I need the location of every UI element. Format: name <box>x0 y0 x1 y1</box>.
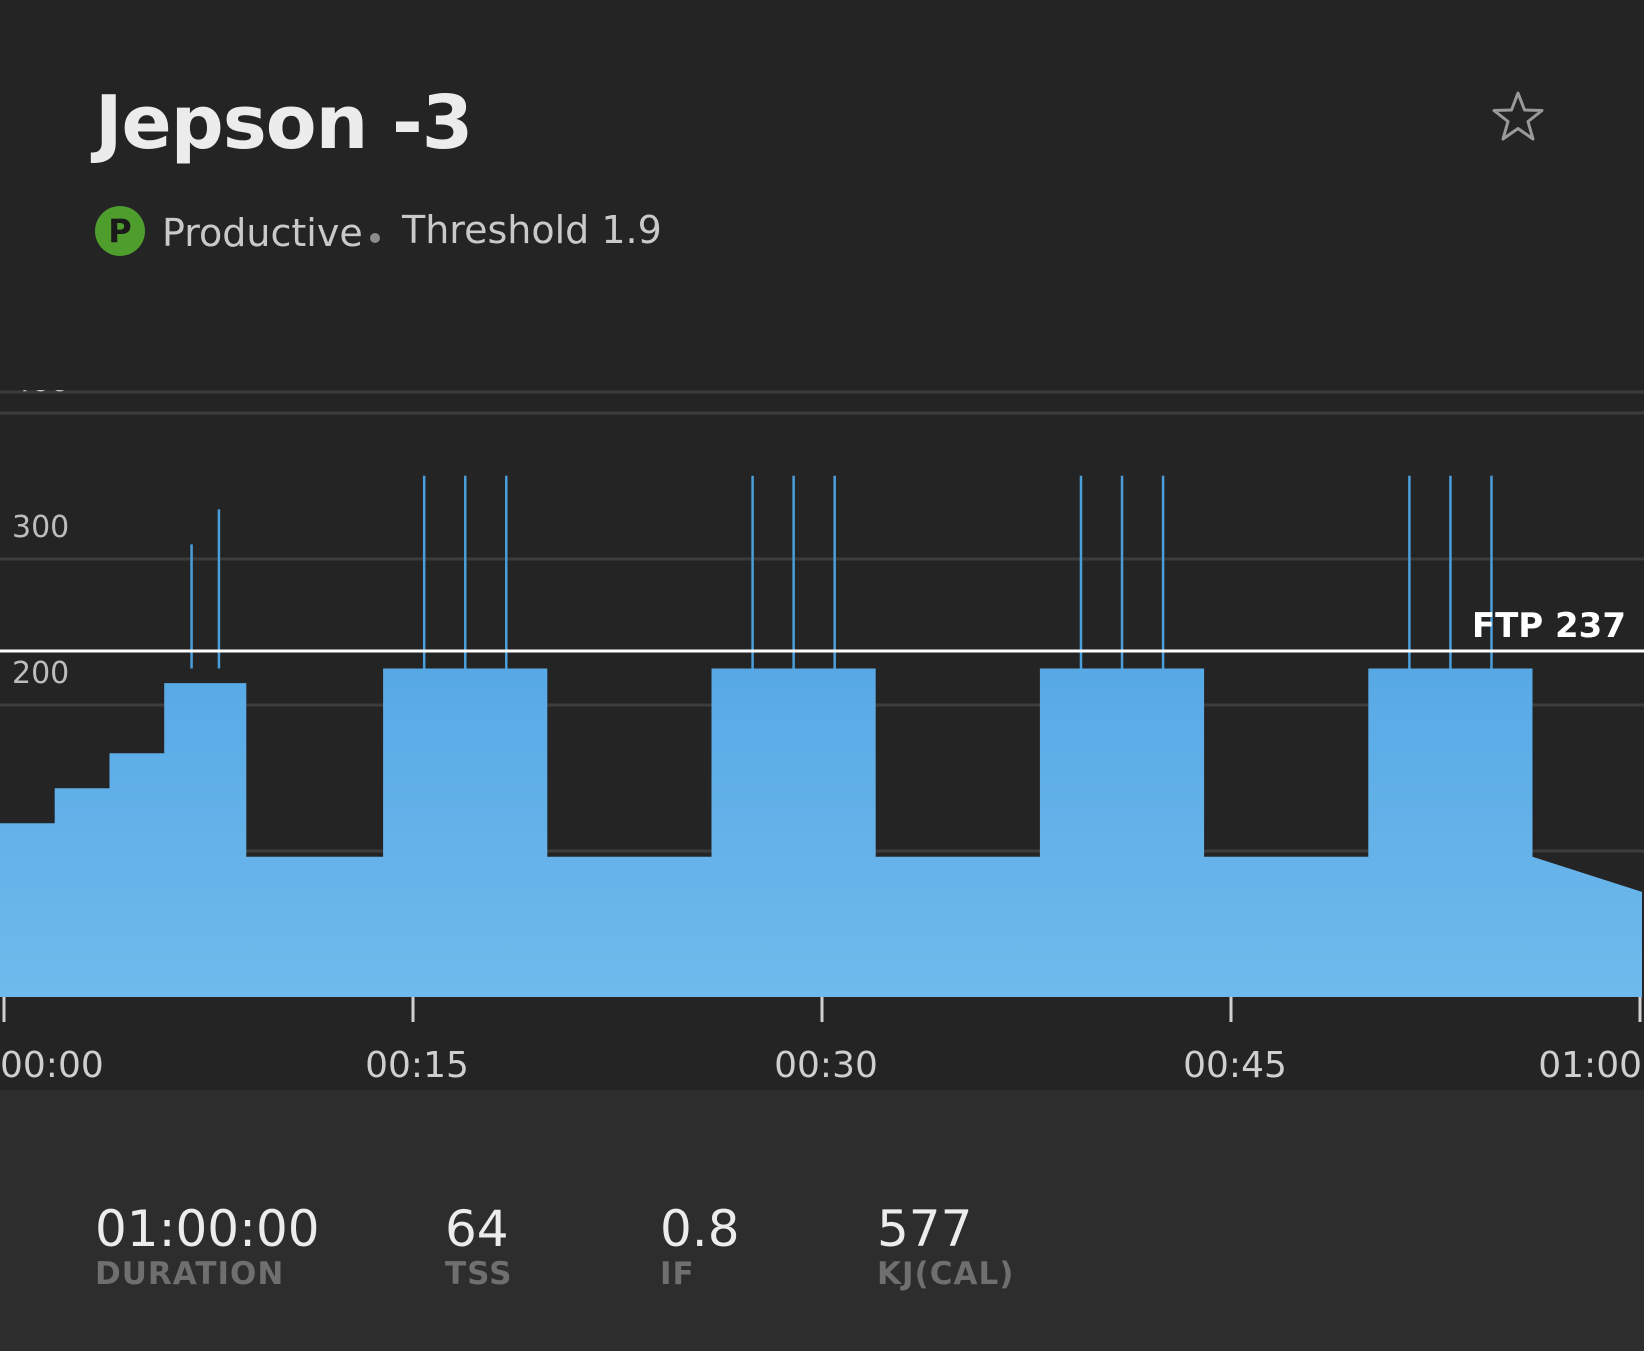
zone-label: Productive <box>162 211 363 255</box>
x-tick-label: 01:00 <box>1538 1045 1642 1086</box>
stat-label: DURATION <box>95 1256 285 1292</box>
workout-title: Jepson -3 <box>95 80 473 166</box>
power-profile-chart: 200 300 400 FTP 237 00:00 00:15 00:30 00:45 01… <box>0 390 1644 1090</box>
workout-header: Jepson -3 P Productive Threshold 1.9 <box>0 0 1644 390</box>
stat-if: 0.8 IF <box>660 1200 740 1292</box>
stat-label: IF <box>660 1256 695 1292</box>
stat-label: KJ(CAL) <box>877 1256 1015 1292</box>
stat-kj: 577 KJ(CAL) <box>877 1200 1014 1292</box>
stat-tss: 64 TSS <box>445 1200 512 1292</box>
stat-label: TSS <box>445 1256 513 1292</box>
chart-canvas: 200 300 400 FTP 237 00:00 00:15 00:30 00:45 01… <box>0 390 1644 1090</box>
zone-badge: P <box>95 206 145 256</box>
stat-value: 0.8 <box>660 1200 740 1258</box>
power-area <box>0 668 1642 997</box>
stat-value: 64 <box>445 1200 509 1258</box>
zone-detail: Threshold 1.9 <box>402 208 662 252</box>
x-tick-label: 00:45 <box>1183 1045 1287 1086</box>
y-tick-label: 300 <box>12 510 69 545</box>
x-tick-label: 00:00 <box>0 1045 104 1086</box>
y-tick-label: 200 <box>12 656 69 691</box>
star-icon[interactable] <box>1488 88 1548 148</box>
separator-dot <box>370 233 380 243</box>
x-tick-label: 00:15 <box>365 1045 469 1086</box>
stat-value: 01:00:00 <box>95 1200 320 1258</box>
ftp-label: FTP 237 <box>1472 606 1626 646</box>
y-tick-label: 400 <box>12 390 69 399</box>
x-tick-label: 00:30 <box>774 1045 878 1086</box>
stat-duration: 01:00:00 DURATION <box>95 1200 320 1292</box>
stat-value: 577 <box>877 1200 973 1258</box>
stats-panel: 01:00:00 DURATION 64 TSS 0.8 IF 577 KJ(C… <box>0 1090 1644 1351</box>
